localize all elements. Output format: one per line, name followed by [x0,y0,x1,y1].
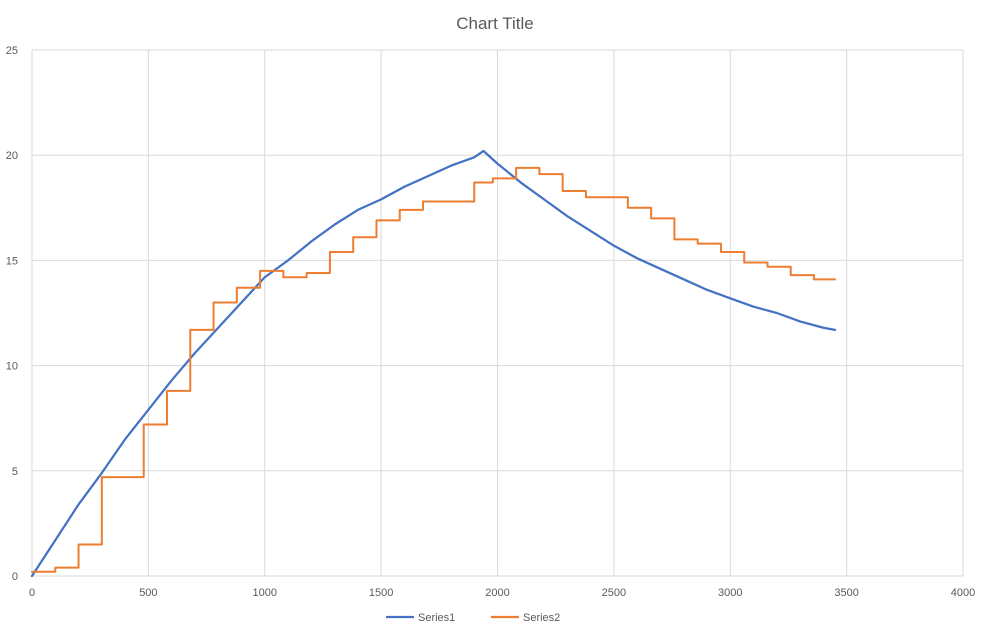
y-tick-label: 0 [12,571,18,583]
x-tick-label: 2500 [602,587,626,599]
x-tick-label: 500 [139,587,157,599]
x-tick-label: 1500 [369,587,393,599]
series-lines [30,149,837,578]
x-tick-label: 3000 [718,587,742,599]
y-tick-label: 20 [6,150,18,162]
y-tick-label: 10 [6,361,18,373]
y-tick-label: 5 [12,466,18,478]
x-tick-label: 1000 [253,587,277,599]
x-tick-label: 0 [29,587,35,599]
legend: Series1 Series2 [386,612,560,624]
y-tick-label: 15 [6,255,18,267]
x-tick-label: 4000 [951,587,975,599]
chart-title: Chart Title [456,14,533,33]
x-tick-label: 2000 [485,587,509,599]
legend-label-1: Series1 [418,612,455,624]
x-tick-label: 3500 [834,587,858,599]
series-line-1 [30,149,837,578]
y-tick-label: 25 [6,45,18,57]
legend-label-2: Series2 [523,612,560,624]
series-line-2 [31,166,836,573]
axis-ticks: 0 5 10 15 20 25 0 500 1000 1500 2000 2500 3000 3500 40… [6,45,975,599]
gridlines [31,49,964,577]
